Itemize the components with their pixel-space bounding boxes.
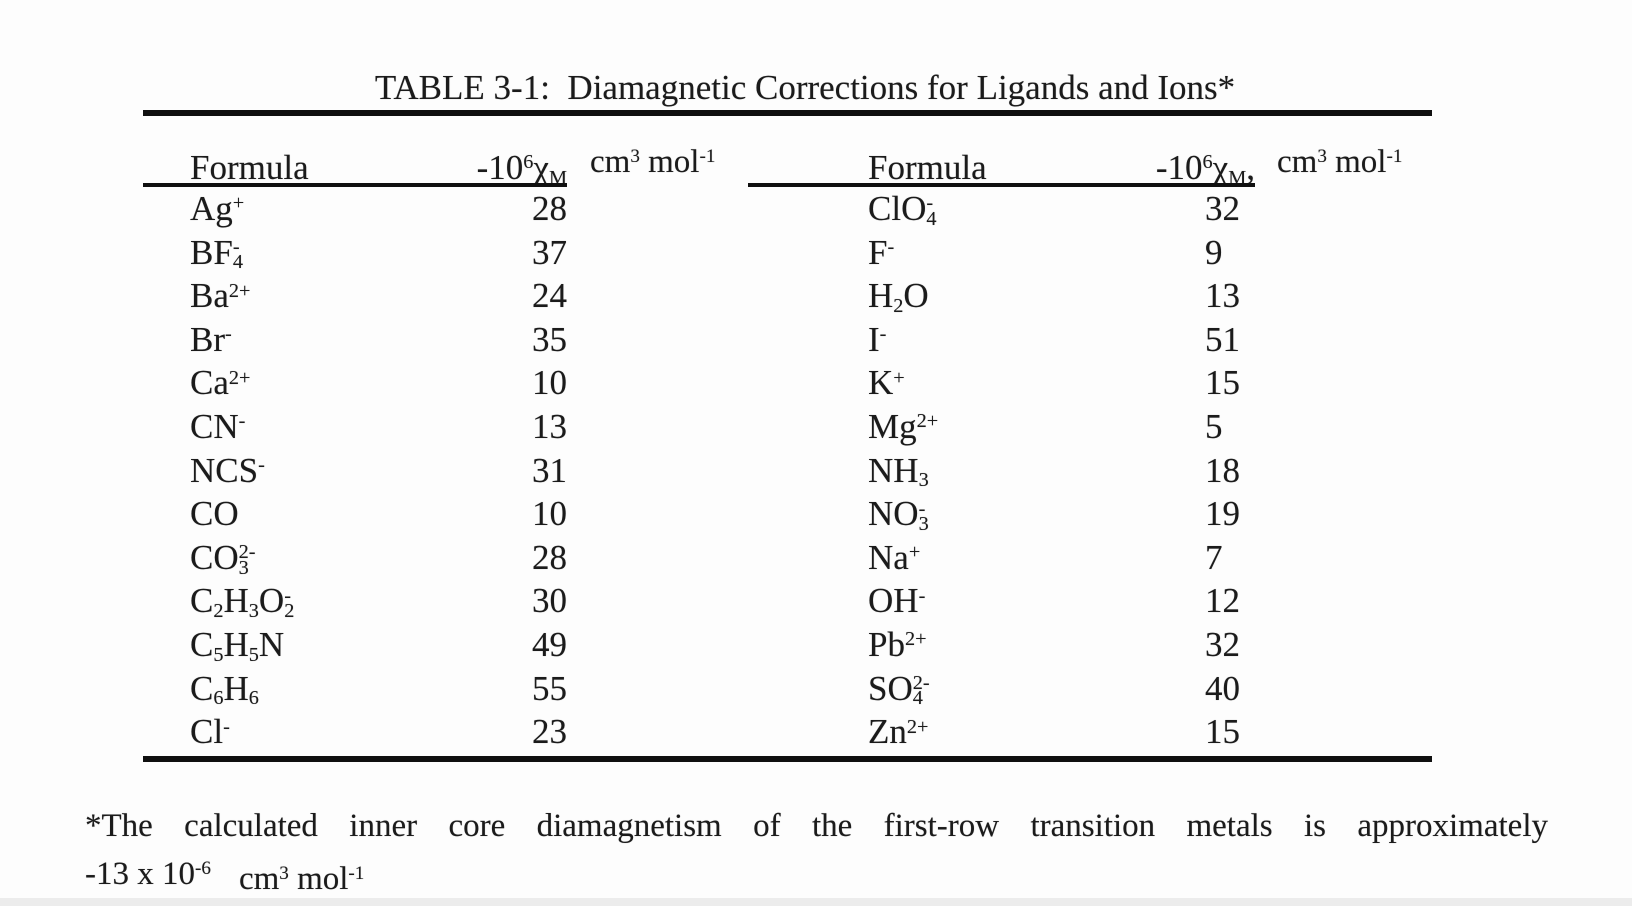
value-cell: 37 (532, 232, 567, 272)
table-row: CO32- 28 (0, 540, 1632, 584)
formula-cell: Br- (190, 319, 232, 359)
table-row: F- 9 (0, 235, 1632, 279)
formula-cell: I- (868, 319, 887, 359)
footnote-line-1: *The calculated inner core diamagnetism … (85, 808, 1548, 844)
table-row: K+ 15 (0, 365, 1632, 409)
value-cell: 15 (1205, 363, 1240, 403)
value-cell: 12 (1205, 581, 1240, 621)
table-row: Zn2+ 15 (0, 714, 1632, 758)
table-row: C5H5N 49 (0, 627, 1632, 671)
left-header-units: cm3 mol-1 (590, 144, 716, 180)
table-row: ClO4- 32 (0, 191, 1632, 235)
footnote-units: cm3 mol-1 (238, 861, 365, 897)
value-cell: 5 (1205, 407, 1223, 446)
value-cell: 9 (1205, 232, 1223, 272)
formula-cell: Cl- (190, 712, 230, 752)
left-header-formula: Formula (190, 148, 309, 187)
formula-cell: SO42- (868, 668, 930, 710)
table-row: Na+ 7 (0, 540, 1632, 584)
formula-cell: Ba2+ (190, 276, 251, 316)
formula-cell: NO3- (868, 494, 929, 536)
value-cell: 10 (532, 363, 567, 403)
table-row: Pb2+ 32 (0, 627, 1632, 671)
formula-cell: CO (190, 494, 239, 534)
right-header-susceptibility: -106χM, (1155, 148, 1255, 189)
title-rule (143, 110, 1432, 116)
formula-cell: BF4- (190, 232, 243, 274)
formula-cell: NH3 (868, 450, 929, 492)
value-cell: 55 (532, 668, 567, 708)
footnote-value: -13 x 10-6 (85, 856, 211, 892)
table-row: CN- 13 (0, 409, 1632, 453)
table-row: C6H6 55 (0, 671, 1632, 715)
table-row: BF4- 37 (0, 235, 1632, 279)
table-row: Ag+ 28 (0, 191, 1632, 235)
value-cell: 30 (532, 581, 567, 621)
value-cell: 13 (1205, 276, 1240, 316)
value-cell: 13 (532, 407, 567, 446)
table-row: H2O 13 (0, 278, 1632, 322)
table-row: C2H3O2- 30 (0, 583, 1632, 627)
value-cell: 15 (1205, 712, 1240, 752)
left-header-susceptibility: -106χM (476, 148, 567, 189)
value-cell: 40 (1205, 668, 1240, 708)
table-row: Br- 35 (0, 322, 1632, 366)
value-cell: 19 (1205, 494, 1240, 534)
table-row: Mg2+ 5 (0, 409, 1632, 453)
table-row: I- 51 (0, 322, 1632, 366)
formula-cell: Ca2+ (190, 363, 251, 403)
formula-cell: NCS- (190, 450, 265, 490)
right-header-units: cm3 mol-1 (1277, 144, 1403, 180)
table-row: Ca2+ 10 (0, 365, 1632, 409)
formula-cell: K+ (868, 363, 905, 403)
formula-cell: C2H3O2- (190, 581, 295, 623)
table-row: OH- 12 (0, 583, 1632, 627)
value-cell: 32 (1205, 189, 1240, 228)
table-row: Cl- 23 (0, 714, 1632, 758)
value-cell: 28 (532, 537, 567, 577)
table-row: SO42- 40 (0, 671, 1632, 715)
formula-cell: Pb2+ (868, 625, 927, 664)
formula-cell: H2O (868, 276, 929, 318)
footnote-line-2: -13 x 10-6 cm3 mol-1 (85, 856, 1548, 896)
value-cell: 7 (1205, 537, 1223, 577)
formula-cell: C5H5N (190, 625, 285, 666)
table-bottom-rule (143, 756, 1432, 762)
value-cell: 28 (532, 189, 567, 228)
value-cell: 35 (532, 319, 567, 359)
value-cell: 32 (1205, 625, 1240, 664)
table-row: CO 10 (0, 496, 1632, 540)
value-cell: 23 (532, 712, 567, 752)
value-cell: 31 (532, 450, 567, 490)
left-header-rule (143, 183, 567, 187)
value-cell: 10 (532, 494, 567, 534)
table-row: NH3 18 (0, 453, 1632, 497)
right-header-formula: Formula (868, 148, 987, 187)
table-row: Ba2+ 24 (0, 278, 1632, 322)
formula-cell: OH- (868, 581, 926, 621)
formula-cell: CO32- (190, 537, 256, 579)
formula-cell: F- (868, 232, 895, 272)
value-cell: 51 (1205, 319, 1240, 359)
formula-cell: Ag+ (190, 189, 245, 228)
value-cell: 24 (532, 276, 567, 316)
right-header-rule (748, 183, 1255, 187)
formula-cell: CN- (190, 407, 246, 446)
formula-cell: Zn2+ (868, 712, 929, 752)
formula-cell: ClO4- (868, 189, 937, 230)
value-cell: 49 (532, 625, 567, 664)
table-title: TABLE 3-1: Diamagnetic Corrections for L… (374, 68, 1236, 107)
table-row: NO3- 19 (0, 496, 1632, 540)
formula-cell: Na+ (868, 537, 921, 577)
formula-cell: C6H6 (190, 668, 259, 710)
page-bottom-edge (0, 898, 1632, 906)
formula-cell: Mg2+ (868, 407, 939, 446)
value-cell: 18 (1205, 450, 1240, 490)
table-row: NCS- 31 (0, 453, 1632, 497)
